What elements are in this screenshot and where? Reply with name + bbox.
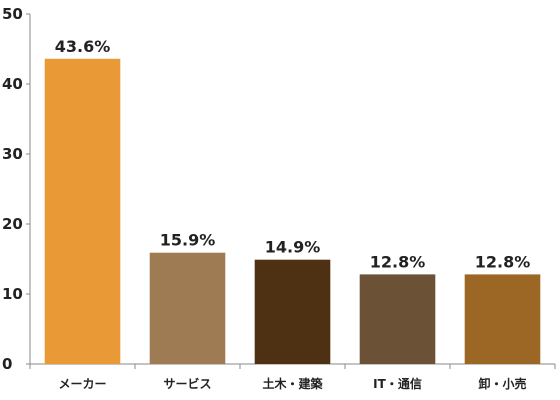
bar bbox=[464, 274, 541, 364]
data-label: 14.9% bbox=[265, 238, 321, 257]
category-label: 土木・建築 bbox=[262, 376, 323, 391]
data-labels: 43.6% 15.9% 14.9% 12.8% 12.8% bbox=[55, 37, 531, 272]
category-label: サービス bbox=[163, 376, 211, 391]
bar bbox=[44, 58, 121, 365]
category-label: メーカー bbox=[58, 377, 106, 391]
data-label: 43.6% bbox=[55, 37, 111, 56]
category-label: IT・通信 bbox=[373, 376, 422, 391]
y-tick-label: 20 bbox=[2, 215, 23, 233]
y-tick-label: 10 bbox=[2, 285, 23, 303]
bar bbox=[254, 259, 331, 364]
y-axis: 0 10 20 30 40 50 bbox=[2, 5, 31, 373]
data-label: 12.8% bbox=[475, 252, 531, 271]
bars bbox=[44, 58, 541, 365]
bar bbox=[149, 252, 226, 364]
category-labels: メーカー サービス 土木・建築 IT・通信 卸・小売 bbox=[58, 376, 526, 391]
y-tick-label: 50 bbox=[2, 5, 23, 23]
y-tick-label: 30 bbox=[2, 145, 23, 163]
x-axis bbox=[29, 363, 556, 369]
y-tick-label: 40 bbox=[2, 75, 23, 93]
y-tick-label: 0 bbox=[2, 355, 12, 373]
data-label: 15.9% bbox=[160, 231, 216, 250]
data-label: 12.8% bbox=[370, 252, 426, 271]
category-label: 卸・小売 bbox=[478, 376, 526, 391]
bar bbox=[359, 274, 436, 364]
